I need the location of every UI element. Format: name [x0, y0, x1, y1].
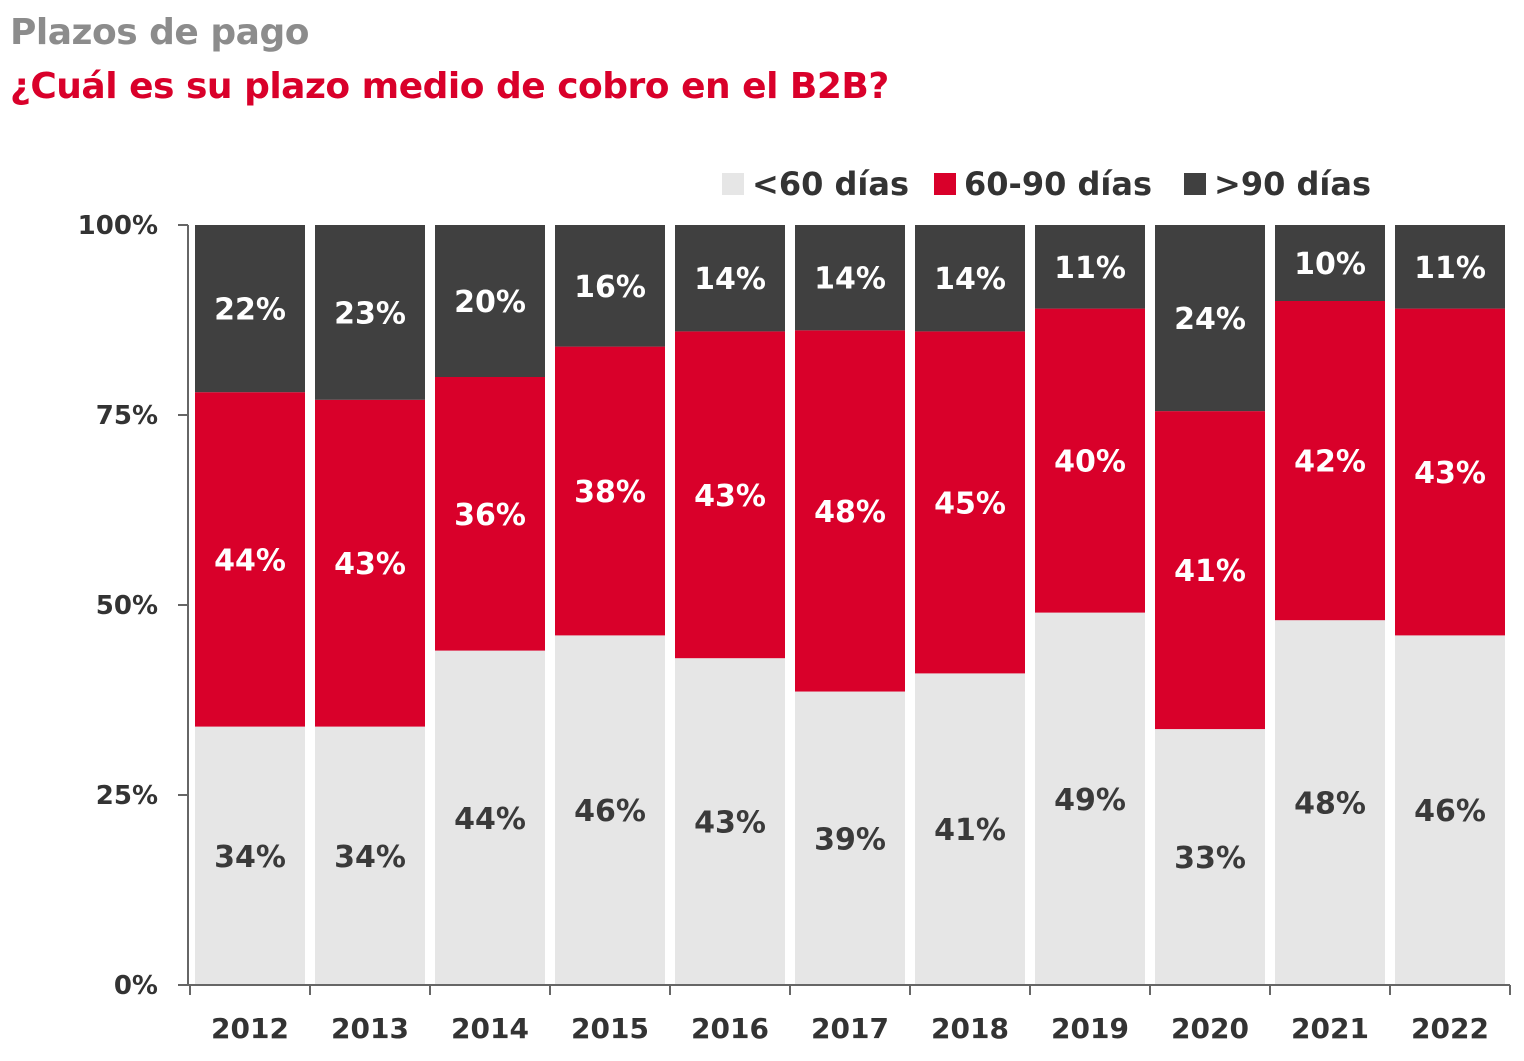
x-tick-label-2019: 2019: [1051, 1012, 1129, 1045]
data-label-2020-series-2: 24%: [1174, 302, 1246, 337]
data-label-2017-series-0: 39%: [814, 822, 886, 857]
data-label-2016-series-0: 43%: [694, 806, 766, 841]
bar-2012-series-1: [195, 392, 305, 727]
data-label-2018-series-2: 14%: [934, 262, 1006, 297]
data-label-2013-series-0: 34%: [334, 840, 406, 875]
x-tick-label-2016: 2016: [691, 1012, 769, 1045]
axes-group: 2012 2013 2014 2015 2016 2017 2018 2019 2020 2021…: [78, 211, 1511, 1045]
x-tick-label-2021: 2021: [1291, 1012, 1369, 1045]
y-tick-label-2: 50%: [96, 591, 158, 621]
data-label-2014-series-2: 20%: [454, 285, 526, 320]
bar-2022-series-0: [1395, 635, 1505, 985]
bar-2016-series-2: [675, 225, 785, 332]
data-label-2013-series-1: 43%: [334, 547, 406, 582]
data-label-2012-series-1: 44%: [214, 543, 286, 578]
data-label-2017-series-1: 48%: [814, 495, 886, 530]
data-label-2019-series-2: 11%: [1054, 251, 1126, 286]
bar-2020-series-0: [1155, 729, 1265, 985]
data-label-2012-series-2: 22%: [214, 293, 286, 328]
data-label-2012-series-0: 34%: [214, 840, 286, 875]
bar-2018-series-0: [915, 673, 1025, 985]
x-tick-label-2020: 2020: [1171, 1012, 1249, 1045]
bar-2018-series-1: [915, 331, 1025, 674]
bar-2017-series-2: [795, 225, 905, 331]
x-tick-label-2018: 2018: [931, 1012, 1009, 1045]
data-label-2019-series-1: 40%: [1054, 445, 1126, 480]
legend: <60 días 60-90 días >90 días: [722, 165, 1371, 203]
y-tick-label-4: 100%: [78, 211, 158, 241]
bar-2021-series-0: [1275, 620, 1385, 985]
bar-2014-series-2: [435, 225, 545, 377]
bar-2016-series-1: [675, 331, 785, 659]
bar-2021-series-1: [1275, 301, 1385, 621]
bar-2015-series-0: [555, 635, 665, 985]
x-tick-label-2012: 2012: [211, 1012, 289, 1045]
bar-2021-series-2: [1275, 225, 1385, 301]
chart-title: Plazos de pago: [10, 12, 309, 53]
y-tick-label-3: 75%: [96, 401, 158, 431]
data-label-2019-series-0: 49%: [1054, 783, 1126, 818]
data-label-2014-series-1: 36%: [454, 498, 526, 533]
legend-label-2: >90 días: [1214, 165, 1371, 203]
data-label-2020-series-0: 33%: [1174, 841, 1246, 876]
data-labels-group: 34% 44% 22% 34% 43% 23% 44% 36% 20% 46% 38% 16% 43% 4…: [214, 247, 1486, 876]
bar-2018-series-2: [915, 225, 1025, 332]
data-label-2022-series-2: 11%: [1414, 251, 1486, 286]
data-label-2022-series-1: 43%: [1414, 456, 1486, 491]
data-label-2014-series-0: 44%: [454, 802, 526, 837]
bar-2017-series-1: [795, 330, 905, 692]
data-label-2018-series-1: 45%: [934, 486, 1006, 521]
bar-2020-series-2: [1155, 225, 1265, 412]
legend-swatch-1: [934, 173, 956, 195]
bar-2019-series-0: [1035, 612, 1145, 985]
data-label-2020-series-1: 41%: [1174, 554, 1246, 589]
data-label-2015-series-2: 16%: [574, 270, 646, 305]
data-label-2015-series-0: 46%: [574, 794, 646, 829]
data-label-2021-series-0: 48%: [1294, 787, 1366, 822]
bar-2022-series-1: [1395, 308, 1505, 636]
data-label-2022-series-0: 46%: [1414, 794, 1486, 829]
legend-label-0: <60 días: [752, 165, 909, 203]
legend-label-1: 60-90 días: [964, 165, 1152, 203]
bar-2020-series-1: [1155, 411, 1265, 730]
bars-group: [195, 225, 1505, 985]
chart-subtitle: ¿Cuál es su plazo medio de cobro en el B…: [10, 66, 889, 107]
x-tick-label-2017: 2017: [811, 1012, 889, 1045]
data-label-2013-series-2: 23%: [334, 296, 406, 331]
bar-2013-series-1: [315, 399, 425, 727]
data-label-2021-series-1: 42%: [1294, 445, 1366, 480]
bar-2019-series-2: [1035, 225, 1145, 309]
bar-2014-series-1: [435, 377, 545, 651]
legend-swatch-0: [722, 173, 744, 195]
bar-2012-series-0: [195, 726, 305, 985]
bar-2013-series-2: [315, 225, 425, 400]
bar-2015-series-2: [555, 225, 665, 347]
x-tick-label-2022: 2022: [1411, 1012, 1489, 1045]
y-tick-label-1: 25%: [96, 781, 158, 811]
x-tick-label-2013: 2013: [331, 1012, 409, 1045]
data-label-2018-series-0: 41%: [934, 813, 1006, 848]
data-label-2021-series-2: 10%: [1294, 247, 1366, 282]
bar-2022-series-2: [1395, 225, 1505, 309]
bar-2015-series-1: [555, 346, 665, 636]
bar-2019-series-1: [1035, 308, 1145, 613]
legend-swatch-2: [1184, 173, 1206, 195]
bar-2012-series-2: [195, 225, 305, 393]
x-tick-label-2014: 2014: [451, 1012, 529, 1045]
data-label-2015-series-1: 38%: [574, 475, 646, 510]
bar-2017-series-0: [795, 691, 905, 985]
bar-2013-series-0: [315, 726, 425, 985]
bar-2014-series-0: [435, 650, 545, 985]
bar-2016-series-0: [675, 658, 785, 985]
data-label-2016-series-1: 43%: [694, 479, 766, 514]
y-tick-label-0: 0%: [114, 971, 158, 1001]
data-label-2017-series-2: 14%: [814, 262, 886, 297]
x-tick-label-2015: 2015: [571, 1012, 649, 1045]
data-label-2016-series-2: 14%: [694, 262, 766, 297]
